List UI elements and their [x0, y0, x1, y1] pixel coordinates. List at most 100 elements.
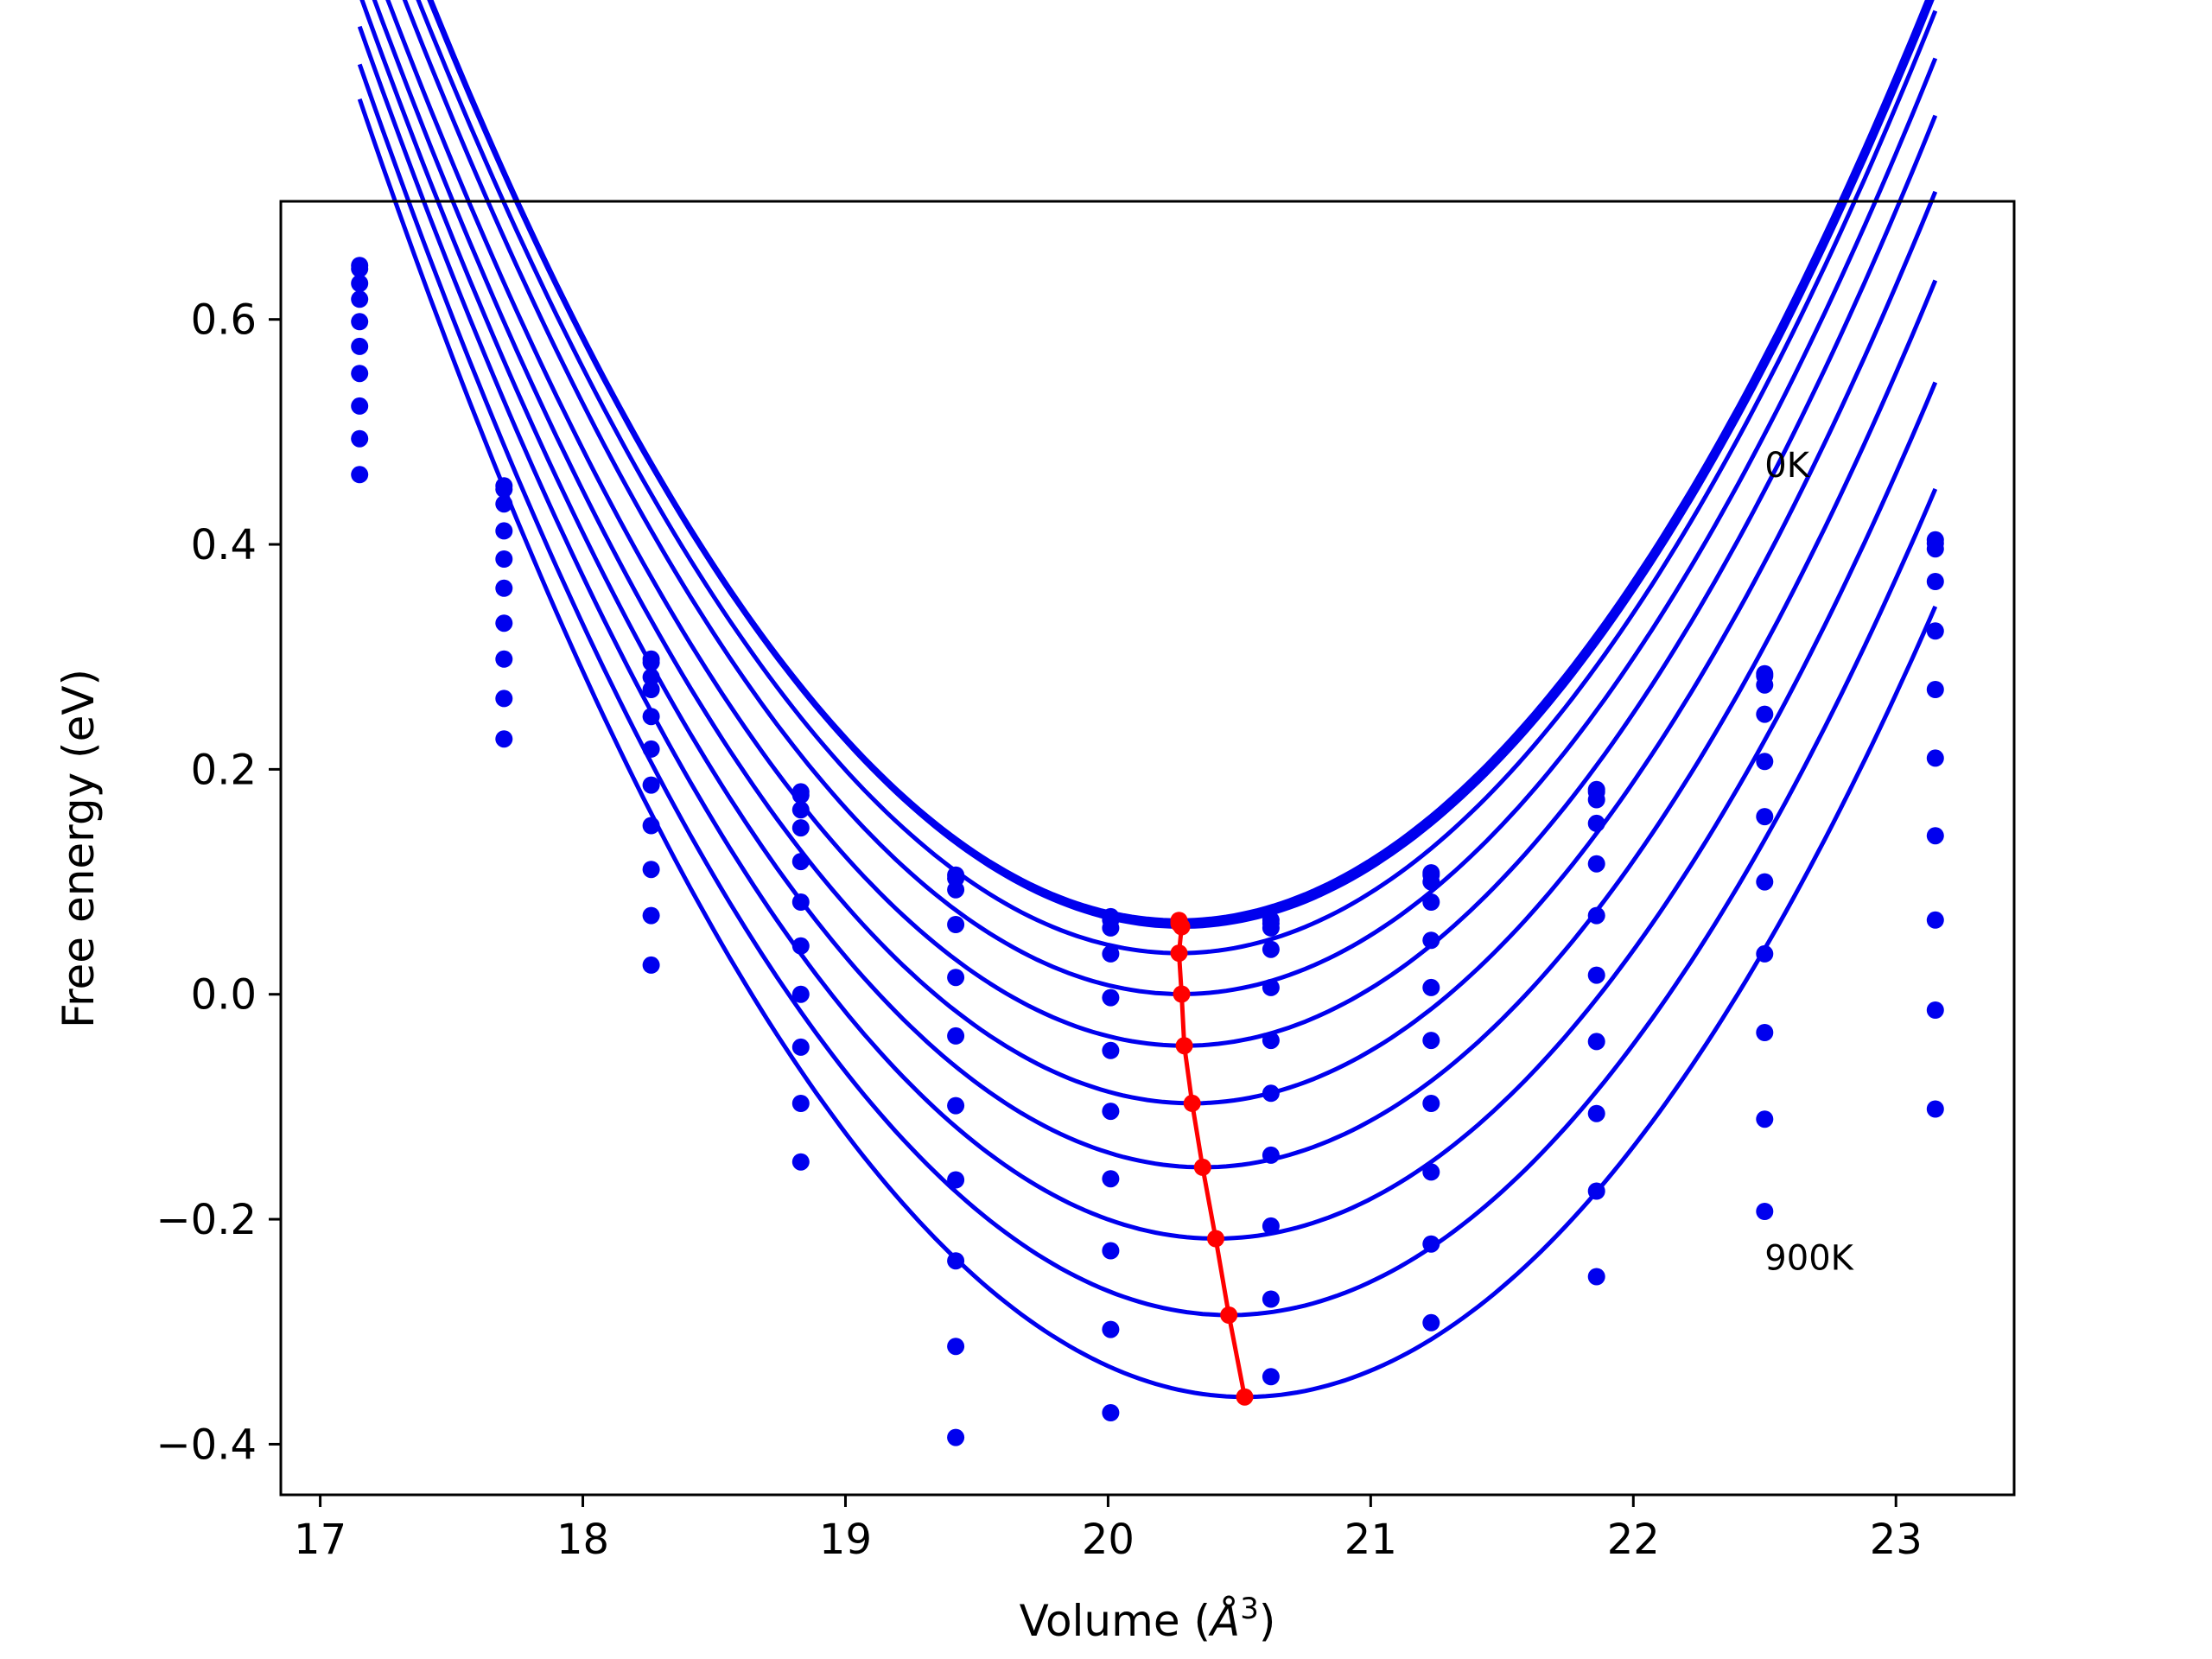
data-point-1000K-7 [1422, 1313, 1440, 1332]
data-point-300K-3 [791, 819, 810, 837]
minimum-point-8 [1207, 1230, 1224, 1248]
data-point-800K-3 [791, 1038, 810, 1056]
data-point-600K-6 [1262, 1084, 1280, 1103]
data-point-600K-4 [947, 1096, 965, 1115]
data-point-500K-5 [1102, 1041, 1120, 1059]
minimum-point-6 [1183, 1094, 1201, 1112]
data-point-900K-6 [1262, 1290, 1280, 1308]
data-point-700K-8 [1587, 1033, 1605, 1051]
x-axis-label-text: Volume ( [1020, 1596, 1211, 1646]
data-point-900K-2 [642, 906, 660, 925]
data-point-300K-2 [642, 681, 660, 698]
data-point-1000K-6 [1262, 1368, 1280, 1386]
data-point-200K-3 [791, 801, 810, 819]
fit-curve-700K [359, 0, 1938, 1170]
y-axis-label: Free energy (eV) [54, 669, 104, 1028]
data-point-400K-3 [791, 853, 810, 871]
plot-area [281, 201, 2014, 1495]
minimum-point-10 [1236, 1388, 1254, 1406]
data-point-400K-7 [1422, 931, 1440, 950]
data-point-800K-7 [1422, 1163, 1440, 1181]
data-point-900K-5 [1102, 1320, 1120, 1338]
data-point-800K-10 [1926, 911, 1944, 929]
data-point-400K-9 [1756, 753, 1774, 771]
data-point-1000K-8 [1587, 1268, 1605, 1286]
data-point-300K-6 [1262, 940, 1280, 958]
annotation-0k: 0K [1764, 446, 1810, 486]
data-point-300K-9 [1756, 705, 1774, 723]
data-point-900K-10 [1926, 1001, 1944, 1019]
y-axis-ticks: −0.4 −0.2 0.0 0.2 0.4 0.6 [156, 296, 281, 1469]
x-axis-label: Volume (Å3) [1020, 1592, 1276, 1646]
data-point-500K-4 [947, 1027, 965, 1045]
fit-curve-200K [429, 0, 1935, 930]
data-point-700K-7 [1422, 1095, 1440, 1112]
x-tick-label-21: 21 [1344, 1516, 1397, 1564]
data-point-700K-2 [642, 817, 660, 835]
data-point-500K-3 [791, 893, 810, 911]
data-point-800K-2 [642, 861, 660, 879]
fit-curve-400K [402, 0, 1938, 997]
data-point-600K-9 [1756, 873, 1774, 891]
data-point-800K-9 [1756, 1024, 1774, 1041]
data-point-300K-5 [1102, 944, 1120, 963]
data-point-500K-7 [1422, 978, 1440, 996]
minimum-point-4 [1173, 985, 1191, 1003]
data-point-400K-6 [1262, 978, 1280, 996]
data-point-700K-3 [791, 985, 810, 1003]
data-point-800K-6 [1262, 1217, 1280, 1235]
data-point-700K-10 [1926, 827, 1944, 845]
data-point-500K-0 [351, 337, 369, 355]
fit-curve-1000K [357, 98, 1938, 1400]
data-point-200K-5 [1102, 918, 1120, 937]
y-tick-label-5: 0.6 [191, 296, 257, 345]
fit-curve-800K [357, 25, 1938, 1242]
y-tick-label-3: 0.2 [191, 746, 257, 794]
data-point-800K-1 [495, 690, 513, 708]
annotation-900k: 900K [1764, 1239, 1854, 1279]
data-point-300K-7 [1422, 893, 1440, 911]
y-tick-label-0: −0.4 [156, 1421, 257, 1469]
data-point-700K-9 [1756, 944, 1774, 963]
data-point-700K-6 [1262, 1146, 1280, 1164]
data-point-100K-1 [495, 480, 513, 499]
data-point-900K-7 [1422, 1235, 1440, 1253]
data-point-1000K-10 [1926, 1100, 1944, 1118]
data-point-300K-0 [351, 290, 369, 308]
data-point-200K-1 [495, 495, 513, 513]
x-axis-ticks: 17 18 19 20 21 22 23 [294, 1495, 1923, 1564]
fit-curve-600K [372, 0, 1938, 1106]
data-point-100K-2 [642, 653, 660, 671]
data-point-200K-9 [1756, 676, 1774, 694]
plot-frame [279, 200, 2016, 1497]
data-point-300K-4 [947, 916, 965, 933]
data-point-400K-1 [495, 550, 513, 568]
minimum-point-5 [1175, 1037, 1193, 1055]
data-point-900K-9 [1756, 1110, 1774, 1128]
minimum-point-7 [1193, 1158, 1211, 1176]
data-point-200K-8 [1587, 791, 1605, 809]
data-point-400K-5 [1102, 988, 1120, 1007]
data-point-300K-1 [495, 522, 513, 540]
data-point-400K-8 [1587, 855, 1605, 873]
data-points [351, 257, 1944, 1446]
data-point-1000K-3 [791, 1153, 810, 1171]
data-point-500K-2 [642, 740, 660, 758]
data-point-600K-8 [1587, 966, 1605, 984]
x-axis-label-close: ) [1259, 1596, 1276, 1646]
minimum-path [1170, 912, 1254, 1406]
data-point-600K-5 [1102, 1103, 1120, 1121]
data-point-700K-0 [351, 397, 369, 415]
data-point-200K-2 [642, 668, 660, 686]
data-point-900K-1 [495, 730, 513, 748]
data-point-700K-4 [947, 1171, 965, 1189]
data-point-600K-10 [1926, 749, 1944, 767]
data-point-500K-6 [1262, 1032, 1280, 1050]
data-point-100K-0 [351, 260, 369, 278]
data-point-700K-1 [495, 650, 513, 668]
data-point-600K-1 [495, 614, 513, 632]
data-point-500K-8 [1587, 906, 1605, 925]
data-point-900K-4 [947, 1338, 965, 1356]
data-point-600K-2 [642, 776, 660, 794]
data-point-700K-5 [1102, 1170, 1120, 1188]
